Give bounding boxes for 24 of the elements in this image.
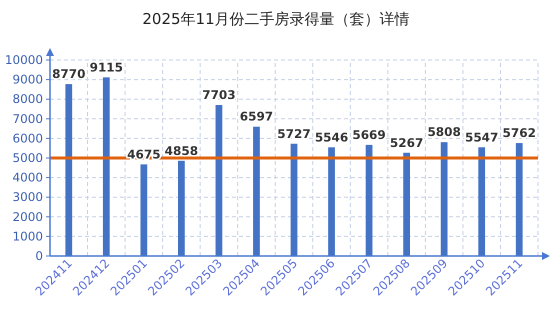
data-label: 5267 [390,136,424,150]
data-label: 7703 [202,88,236,102]
data-label: 5547 [464,130,498,144]
y-tick-label: 3000 [12,190,43,204]
data-label: 6597 [240,110,274,124]
y-tick-label: 1000 [12,229,43,244]
y-tick-label: 4000 [12,170,43,185]
data-label: 8770 [52,67,86,82]
data-label: 5669 [352,128,386,142]
y-tick-label: 2000 [12,210,43,224]
y-tick-label: 8000 [12,92,43,106]
y-tick-label: 7000 [12,112,43,126]
data-label: 4858 [164,144,198,158]
y-tick-label: 10000 [4,53,43,67]
data-label: 9115 [90,60,124,74]
y-tick-label: 9000 [12,72,43,87]
data-label: 5546 [314,130,348,144]
y-tick-label: 0 [35,249,43,263]
data-label: 5727 [277,126,311,141]
y-tick-label: 6000 [12,131,43,146]
data-label: 5808 [427,125,461,140]
data-label: 5762 [502,126,536,140]
y-tick-label: 5000 [12,151,43,165]
chart-title: 2025年11月份二手房录得量（套）详情 [142,10,410,28]
